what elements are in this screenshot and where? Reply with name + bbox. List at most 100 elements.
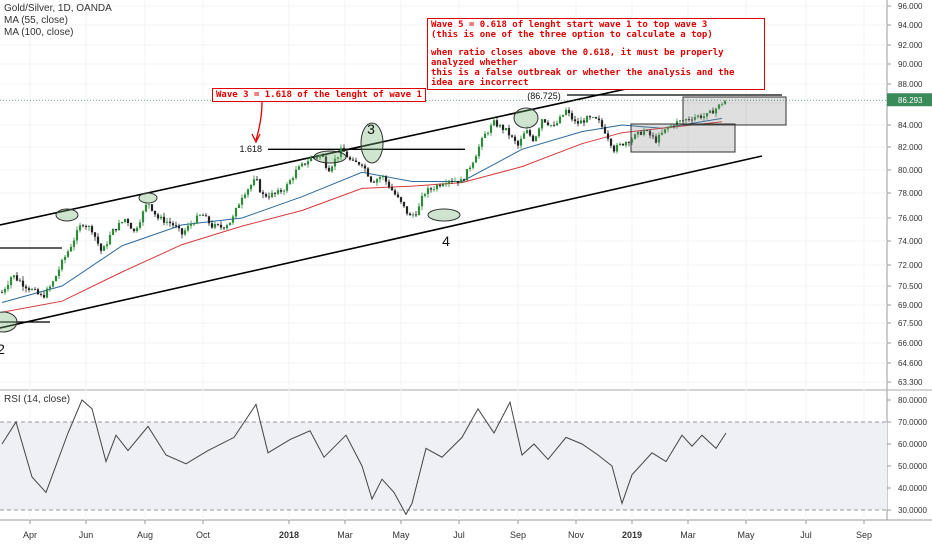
candle-body [144,204,148,212]
price-axis[interactable]: 96.00094.00092.00090.00088.00086.00084.0… [887,2,932,387]
y-tick-label: 78.000 [898,189,923,198]
candle-body [483,133,487,138]
candle-body [282,190,286,192]
legend-ma100[interactable]: MA (100, close) [4,27,74,38]
candle-body [99,243,103,251]
y-tick-label: 64.600 [898,359,923,368]
candle-body [561,114,565,117]
candle-body [78,225,82,231]
candle-body [162,216,166,223]
candle-body [90,226,94,233]
candle-body [54,275,58,282]
x-tick-label: Nov [568,530,585,540]
candle-body [24,286,28,289]
candle-body [273,192,277,194]
y-tick-label: 76.000 [898,214,923,223]
candle-body [507,128,511,136]
candle-body [489,125,493,133]
candle-body [180,228,184,235]
candle-body [303,163,307,165]
candle-body [6,285,10,290]
channel-lower [0,155,763,329]
rsi-line [1,399,727,516]
candle-body [60,259,64,270]
candle-body [432,189,436,190]
candle-body [45,288,49,298]
candle-body [9,277,13,286]
wave-ellipse [0,311,18,333]
candle-body [240,197,244,205]
candle-body [48,286,52,289]
candle-body [642,130,646,135]
candle-body [462,179,466,181]
candle-body [639,131,643,135]
x-tick-label: Sep [510,530,526,540]
candle-body [153,210,157,215]
rsi-axis[interactable]: 80.0000 70.0000 60.0000 50.0000 40.0000 30.00… [887,396,927,515]
candle-body [369,176,373,182]
candle-body [231,216,235,223]
candle-body [510,135,514,137]
candle-body [291,178,295,181]
candle-body [651,135,655,137]
candle-body [198,214,202,216]
candle-body [141,211,145,223]
candle-body [117,222,121,231]
candle-body [300,163,304,167]
candle-body [204,215,208,217]
candle-body [606,133,610,139]
candle-body [27,288,31,290]
rsi-y-tick-label: 80.0000 [898,396,927,405]
chart-title[interactable]: Gold/Silver, 1D, OANDA [4,3,112,14]
candle-body [555,123,559,126]
wave-ellipse [55,208,79,222]
candle-body [657,134,661,143]
candle-body [615,145,619,152]
candle-body [558,116,562,124]
candle-body [354,160,358,163]
wave5-note-line-5: this is a false outbreak or whether the … [431,68,735,88]
candle-body [159,216,163,219]
box-lower [630,123,736,153]
candle-body [495,120,499,127]
candle-body [486,132,490,134]
rsi-y-tick-label: 50.0000 [898,462,927,471]
candle-body [540,119,544,129]
candle-body [591,117,595,118]
rsi-title[interactable]: RSI (14, close) [4,394,71,405]
candle-body [222,227,226,229]
candle-body [522,133,526,139]
candle-body [666,127,670,130]
candle-body [39,294,43,296]
candle-body [684,119,688,121]
candle-body [516,140,520,146]
candle-body [390,187,394,191]
candle-body [207,216,211,224]
x-tick-label: May [392,530,410,540]
candle-body [429,188,433,190]
candle-body [183,230,187,235]
candle-body [480,137,484,147]
candle-body [195,215,199,224]
time-axis[interactable]: Apr Jun Aug Oct 2018 Mar May Jul Sep Nov 2019 Mar Ma… [23,520,872,540]
ma100-line [1,121,723,313]
candle-body [105,244,109,247]
x-tick-label: Jun [79,530,94,540]
candle-body [150,204,154,211]
candle-body [585,116,589,123]
candle-body [135,227,139,232]
candle-body [189,224,193,226]
legend-ma55[interactable]: MA (55, close) [4,15,68,26]
candle-body [252,179,256,185]
candle-body [69,246,73,252]
candle-body [363,165,367,169]
candle-body [210,223,214,228]
candle-body [696,115,700,118]
candle-body [219,224,223,228]
candle-body [711,110,715,114]
candle-body [405,206,409,214]
wave5-note-line-2: (this is one of the three option to calc… [431,30,713,40]
candle-body [33,289,37,290]
candle-body [534,136,538,142]
